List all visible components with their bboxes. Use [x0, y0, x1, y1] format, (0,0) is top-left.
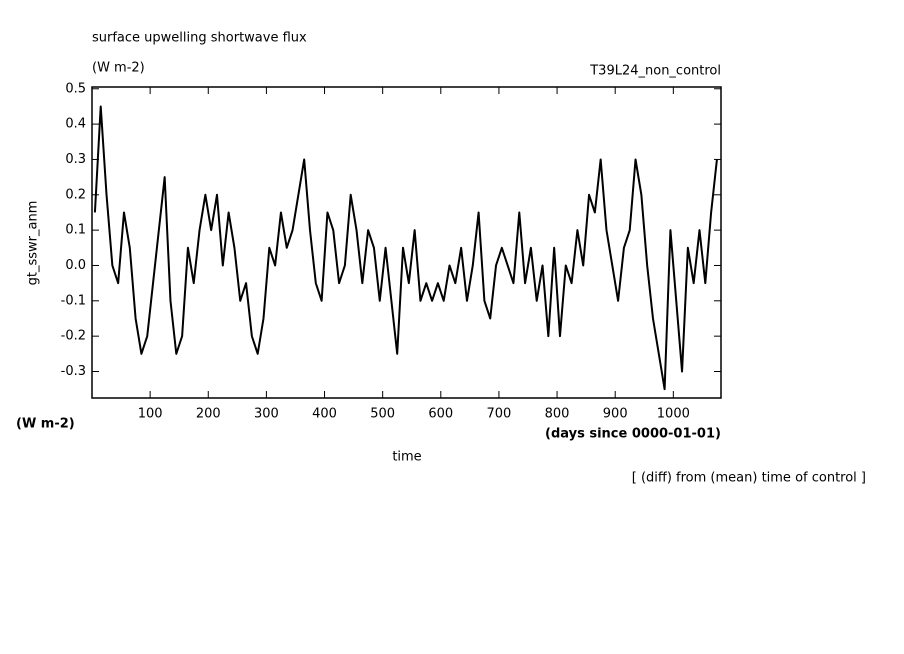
x-tick-label: 600 [428, 407, 453, 422]
x-units: (days since 0000-01-01) [545, 427, 721, 442]
y-axis-label: gt_sswr_anm [26, 201, 41, 286]
run-label: T39L24_non_control [589, 64, 721, 79]
units-top: (W m-2) [92, 61, 145, 76]
plot-frame [91, 86, 722, 399]
x-axis-label: time [392, 450, 421, 465]
y-tick-label: 0.1 [65, 223, 86, 238]
y-tick-label: 0.5 [65, 81, 86, 96]
note: [ (diff) from (mean) time of control ] [632, 471, 866, 486]
x-tick-label: 1000 [657, 407, 690, 422]
data-line [93, 105, 718, 391]
x-tick-label: 700 [487, 407, 512, 422]
y-tick-label: 0.2 [65, 187, 86, 202]
x-tick-label: 100 [138, 407, 163, 422]
x-tick-label: 200 [196, 407, 221, 422]
x-tick-label: 400 [312, 407, 337, 422]
x-tick-label: 900 [603, 407, 628, 422]
y-tick-label: 0.4 [65, 117, 86, 132]
x-tick-label: 500 [370, 407, 395, 422]
y-tick-label: -0.3 [61, 364, 86, 379]
chart-title: surface upwelling shortwave flux [92, 31, 307, 46]
units-left: (W m-2) [16, 417, 75, 432]
y-tick-label: -0.2 [61, 329, 86, 344]
x-tick-label: 800 [545, 407, 570, 422]
y-tick-label: 0.0 [65, 258, 86, 273]
x-tick-label: 300 [254, 407, 279, 422]
y-tick-label: 0.3 [65, 152, 86, 167]
y-tick-label: -0.1 [61, 293, 86, 308]
